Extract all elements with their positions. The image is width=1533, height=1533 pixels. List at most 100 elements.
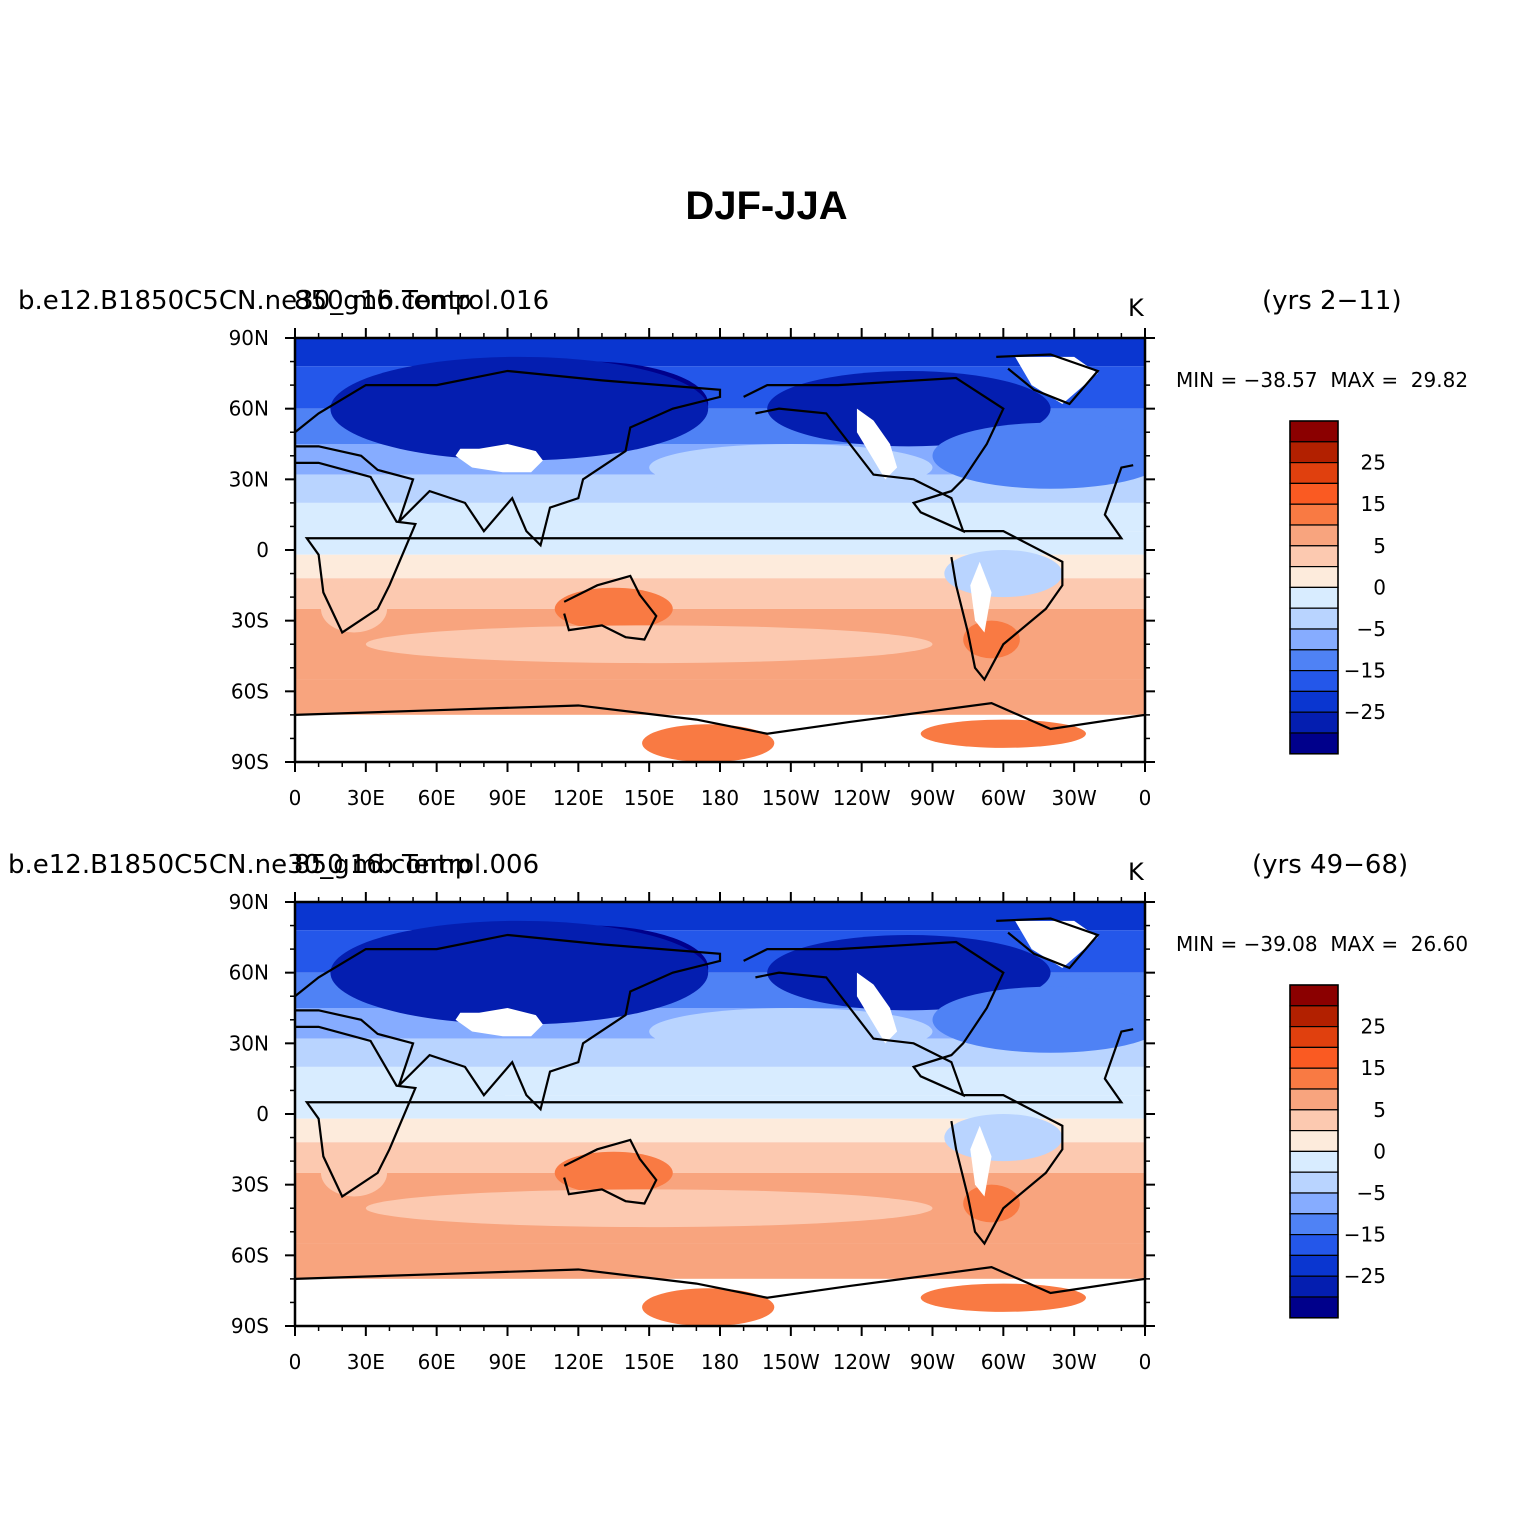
x-tick-label: 90E — [488, 1350, 526, 1374]
argentina-warm — [963, 1184, 1020, 1223]
x-tick-label: 90W — [910, 786, 955, 810]
x-tick-label: 150E — [624, 786, 675, 810]
colorbar-box — [1289, 462, 1339, 485]
y-tick-label: 30S — [231, 1173, 269, 1197]
case-name: b.e12.B1850C5CN.ne30_g16.control.016 — [18, 286, 550, 316]
x-tick-label: 120W — [833, 786, 891, 810]
band-polar-north — [295, 902, 1145, 931]
colorbar-box — [1289, 1130, 1339, 1153]
amazon-cool — [944, 550, 1063, 598]
australia-warm — [554, 587, 673, 631]
colorbar-label: 25 — [1361, 1015, 1386, 1039]
rockies-mask — [856, 972, 898, 1044]
colorbar-label: 0 — [1373, 575, 1386, 599]
colorbar-frame — [1289, 984, 1339, 1319]
x-tick-label: 180 — [701, 1350, 739, 1374]
colorbar-label: 5 — [1373, 1098, 1386, 1122]
variable-name: 850 mb Temp — [294, 850, 472, 880]
colorbar-box — [1289, 1213, 1339, 1236]
colorbar-label: 5 — [1373, 534, 1386, 558]
x-tick-label: 30E — [347, 786, 385, 810]
colorbar-box — [1289, 524, 1339, 547]
years-label: (yrs 2−11) — [1262, 286, 1402, 316]
colorbar-box — [1289, 1275, 1339, 1298]
colorbar-label: 0 — [1373, 1139, 1386, 1163]
north-pacific-cool — [649, 1008, 933, 1056]
temperature-map: 0 30E 60E 90E 120E 150E 180 150W 120W 90W 60W 30W 09… — [229, 326, 1386, 810]
band-tropic-south — [295, 1118, 1145, 1143]
y-tick-label: 90S — [231, 750, 269, 774]
x-tick-label: 60W — [981, 1350, 1026, 1374]
y-tick-label: 0 — [256, 1102, 269, 1126]
tibet-mask — [455, 1008, 543, 1037]
y-tick-label: 90N — [229, 326, 269, 350]
colorbar-box — [1289, 711, 1339, 734]
greenland-mask — [1015, 920, 1098, 968]
x-tick-label: 0 — [289, 1350, 302, 1374]
colorbar-label: −5 — [1357, 1181, 1386, 1205]
colorbar-box — [1289, 1026, 1339, 1049]
x-tick-label: 60E — [418, 786, 456, 810]
coastline-5 — [996, 353, 1100, 406]
ross-sea-warm — [642, 1288, 775, 1326]
coastline-3 — [950, 530, 1064, 682]
y-tick-label: 60N — [229, 961, 269, 985]
x-tick-label: 0 — [1139, 786, 1152, 810]
south-pacific-light — [365, 625, 933, 664]
coastline-0 — [294, 933, 722, 1112]
y-tick-label: 60N — [229, 397, 269, 421]
colorbar-box — [1289, 1296, 1339, 1319]
colorbar-box — [1289, 566, 1339, 589]
weddell-sea-warm — [920, 719, 1086, 748]
colorbar-box — [1289, 441, 1339, 464]
coastline-6 — [294, 1265, 1146, 1299]
coastlines — [294, 917, 1146, 1299]
greenland-mask — [1015, 356, 1098, 404]
min-max-label: MIN = −38.57 MAX = 29.82 — [1176, 368, 1469, 392]
colorbar-label: −25 — [1344, 700, 1386, 724]
coastline-1 — [295, 461, 1134, 635]
colorbar-label: 25 — [1361, 451, 1386, 475]
x-tick-label: 90E — [488, 786, 526, 810]
coastline-4 — [563, 1138, 658, 1205]
units-label: K — [1128, 294, 1144, 322]
colorbar-label: −15 — [1344, 659, 1386, 683]
y-tick-label: 90N — [229, 890, 269, 914]
x-tick-label: 0 — [1139, 1350, 1152, 1374]
colorbar-box — [1289, 1192, 1339, 1215]
colorbar-box — [1289, 1067, 1339, 1090]
colorbar-box — [1289, 586, 1339, 609]
ross-sea-warm — [642, 724, 775, 762]
x-tick-label: 0 — [289, 786, 302, 810]
colorbar-box — [1289, 482, 1339, 505]
colorbar-frame — [1289, 420, 1339, 755]
eurasia-cold — [330, 920, 709, 1025]
y-tick-label: 30N — [229, 467, 269, 491]
colorbar-box — [1289, 649, 1339, 672]
colorbar-box — [1289, 1088, 1339, 1111]
x-tick-label: 30E — [347, 1350, 385, 1374]
x-tick-label: 30W — [1052, 786, 1097, 810]
colorbar-box — [1289, 1234, 1339, 1257]
coastline-5 — [996, 917, 1100, 970]
andes-mask — [970, 1125, 992, 1197]
filled-contours — [295, 902, 1145, 1326]
coastline-3 — [950, 1094, 1064, 1246]
y-tick-label: 30N — [229, 1031, 269, 1055]
coastlines — [294, 353, 1146, 735]
map-panel-1: b.e12.B1850C5CN.ne30_g16.control.016 850… — [0, 280, 1533, 840]
x-tick-label: 150W — [762, 786, 820, 810]
map-panel-2: b.e12.B1850C5CN.ne30_g16.control.006 850… — [0, 844, 1533, 1404]
colorbar-label: −25 — [1344, 1264, 1386, 1288]
units-label: K — [1128, 858, 1144, 886]
figure-title: DJF-JJA — [685, 184, 848, 228]
colorbar-label: −5 — [1357, 617, 1386, 641]
coastline-4 — [563, 574, 658, 641]
x-tick-label: 90W — [910, 1350, 955, 1374]
south-pacific-light — [365, 1189, 933, 1228]
weddell-sea-warm — [920, 1283, 1086, 1312]
colorbar-box — [1289, 545, 1339, 568]
eurasia-cold — [330, 356, 709, 461]
y-tick-label: 60S — [231, 1243, 269, 1267]
coastline-6 — [294, 701, 1146, 735]
